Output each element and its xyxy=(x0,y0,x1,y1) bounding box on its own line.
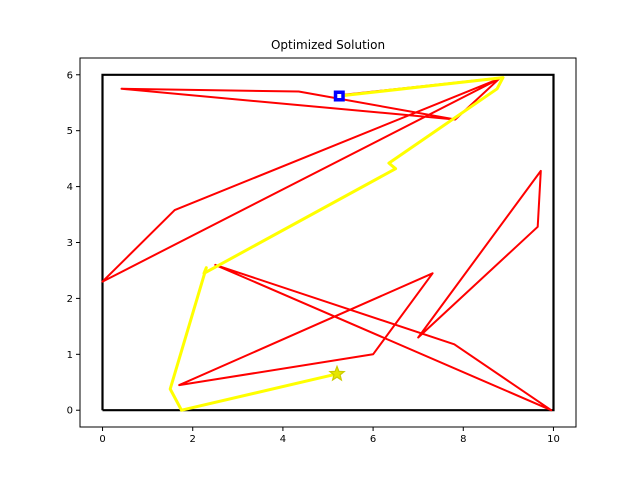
chart-title: Optimized Solution xyxy=(271,38,385,52)
y-tick-label: 2 xyxy=(67,294,73,305)
x-tick-label: 10 xyxy=(547,434,560,445)
series-line-5 xyxy=(168,76,505,412)
x-tick-label: 0 xyxy=(99,434,105,445)
x-tick-label: 4 xyxy=(280,434,286,445)
x-tick-label: 8 xyxy=(460,434,466,445)
y-tick-label: 0 xyxy=(67,406,73,417)
start-marker-star xyxy=(328,364,346,382)
y-tick-label: 6 xyxy=(67,70,73,81)
plot-area: 0 2 4 6 8 10 0 1 2 3 4 5 6 xyxy=(67,57,577,445)
y-tick-label: 3 xyxy=(67,238,73,249)
boundary-rectangle xyxy=(101,73,555,412)
series-line-3 xyxy=(178,272,434,387)
x-tick-label: 6 xyxy=(370,434,376,445)
series-line-4 xyxy=(417,169,542,339)
y-tick-label: 1 xyxy=(67,350,73,361)
end-marker-center xyxy=(337,94,342,99)
x-tick-label: 2 xyxy=(190,434,196,445)
y-tick-label: 5 xyxy=(67,126,73,137)
y-tick-label: 4 xyxy=(67,182,73,193)
series-line-2 xyxy=(214,263,553,412)
